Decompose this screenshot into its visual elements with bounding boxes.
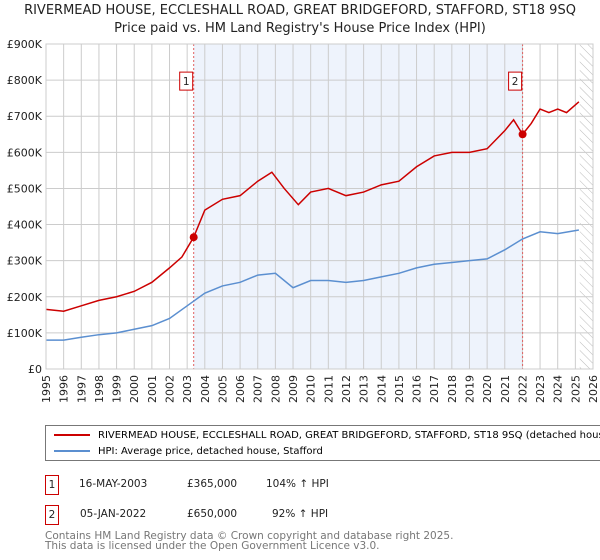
sale-date: 16-MAY-2003 (79, 478, 148, 490)
x-tick-label: 2007 (252, 375, 265, 403)
hpi-line (46, 229, 580, 341)
chart-title: RIVERMEAD HOUSE, ECCLESHALL ROAD, GREAT … (24, 3, 576, 18)
y-tick-label: £200K (7, 291, 43, 304)
sale-date: 05-JAN-2022 (80, 508, 147, 520)
x-tick-label: 2014 (375, 375, 388, 403)
legend-item-hpi: HPI: Average price, detached house, Staf… (54, 443, 323, 459)
x-tick-label: 2026 (587, 375, 600, 403)
x-tick-label: 2024 (552, 375, 565, 403)
x-tick-label: 2022 (516, 375, 529, 403)
x-tick-label: 2015 (393, 375, 406, 403)
x-tick-label: 2001 (146, 375, 159, 403)
sale-price: £365,000 (187, 478, 238, 490)
x-tick-label: 2023 (534, 375, 547, 403)
sale-marker: 2 (45, 505, 59, 525)
sale-marker-box (179, 71, 194, 91)
x-tick-label: 2010 (305, 375, 318, 403)
y-tick-label: £300K (7, 255, 43, 268)
price-chart: 1995 1996 1997 1998 1999 2000 2001 2002 2003 2004… (7, 38, 600, 403)
y-tick-label: £100K (7, 327, 43, 340)
plot-frame (45, 43, 594, 370)
forecast-hatch (579, 44, 593, 369)
sale-marker-box (508, 71, 523, 91)
x-tick-label: 2019 (463, 375, 476, 403)
x-tick-label: 2003 (181, 375, 194, 403)
legend: RIVERMEAD HOUSE, ECCLESHALL ROAD, GREAT … (45, 425, 600, 461)
footer-line: Contains HM Land Registry data © Crown c… (45, 530, 454, 542)
sale-marker-label: 1 (183, 76, 190, 88)
y-tick-label: £700K (7, 110, 43, 123)
legend-label: RIVERMEAD HOUSE, ECCLESHALL ROAD, GREAT … (98, 429, 600, 441)
sale-hpi: 104% ↑ HPI (266, 478, 329, 490)
x-tick-label: 2004 (199, 375, 212, 403)
x-tick-label: 2011 (322, 375, 335, 403)
y-tick-label: £500K (7, 182, 43, 195)
x-tick-label: 2025 (569, 375, 582, 403)
y-tick-label: £800K (7, 74, 43, 87)
x-tick-label: 2016 (411, 375, 424, 403)
sale-marker-label: 2 (512, 76, 519, 88)
sale-point (189, 233, 198, 242)
x-tick-label: 2002 (164, 375, 177, 403)
legend-swatch-red (54, 434, 90, 436)
legend-item-property: RIVERMEAD HOUSE, ECCLESHALL ROAD, GREAT … (54, 427, 600, 443)
x-tick-label: 2000 (128, 375, 141, 403)
x-tick-label: 1998 (93, 375, 106, 403)
x-tick-label: 2013 (358, 375, 371, 403)
x-tick-label: 2012 (340, 375, 353, 403)
x-tick-label: 2009 (287, 375, 300, 403)
shaded-ownership-period (193, 44, 523, 369)
x-tick-label: 1995 (40, 375, 53, 403)
x-tick-label: 2008 (269, 375, 282, 403)
x-tick-label: 1999 (111, 375, 124, 403)
legend-label: HPI: Average price, detached house, Staf… (98, 445, 323, 457)
sale-marker: 1 (45, 475, 59, 495)
footer-line: This data is licensed under the Open Gov… (45, 540, 380, 552)
chart-subtitle: Price paid vs. HM Land Registry's House … (114, 21, 486, 36)
x-tick-label: 2017 (428, 375, 441, 403)
y-tick-label: £0 (28, 363, 42, 376)
x-tick-label: 2020 (481, 375, 494, 403)
sale-hpi: 92% ↑ HPI (272, 508, 329, 520)
x-tick-label: 2006 (234, 375, 247, 403)
sale-point (518, 130, 527, 139)
sale-price: £650,000 (187, 508, 238, 520)
x-tick-label: 2005 (216, 375, 229, 403)
footer: Contains HM Land Registry data © Crown c… (45, 530, 454, 552)
legend-swatch-blue (54, 450, 90, 452)
x-tick-label: 2018 (446, 375, 459, 403)
y-tick-label: £400K (7, 219, 43, 232)
x-tick-label: 2021 (499, 375, 512, 403)
y-tick-label: £600K (7, 146, 43, 159)
y-tick-label: £900K (7, 38, 43, 51)
x-tick-label: 1996 (58, 375, 71, 403)
x-tick-label: 1997 (75, 375, 88, 403)
